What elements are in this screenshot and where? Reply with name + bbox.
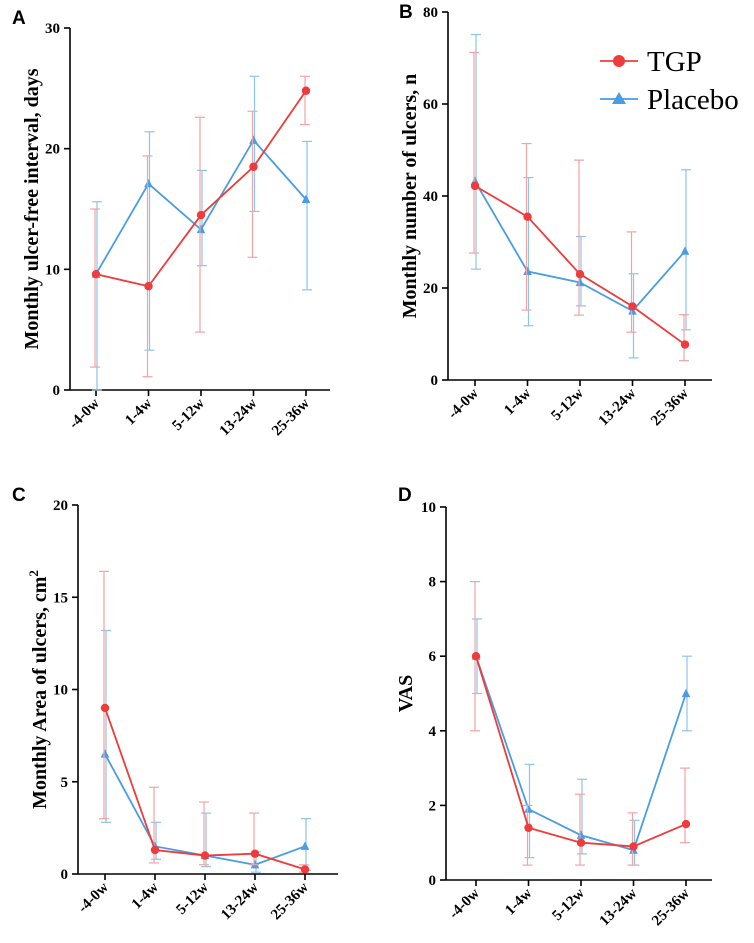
panel-label: D [398, 485, 412, 506]
tgp-point [629, 842, 638, 851]
legend-tgp-marker [613, 55, 625, 67]
x-tick-label: -4-0w [66, 395, 103, 432]
placebo-series-line [104, 753, 306, 866]
tgp-point [470, 181, 480, 191]
y-tick-label: 10 [421, 500, 436, 516]
y-tick-label: 40 [423, 189, 438, 205]
tgp-point [628, 302, 637, 311]
placebo-point [300, 841, 310, 850]
tgp-point [576, 838, 586, 847]
y-tick-label: 10 [45, 262, 60, 278]
x-tick-label: 5-12w [549, 885, 588, 924]
placebo-series-line [95, 138, 307, 275]
panel-a: A 0 10 20 30 -4-0w 1-4w 5-12w 13-24w 25-36w Monthl… [12, 8, 330, 439]
tgp-series-line [475, 655, 687, 848]
y-tick-label: 15 [53, 590, 68, 606]
legend-tgp-label: TGP [647, 46, 702, 78]
legend-placebo-marker [612, 92, 626, 104]
tgp-series-line [104, 707, 306, 871]
tgp-point [100, 703, 110, 713]
placebo-point [301, 194, 311, 203]
placebo-point [575, 277, 585, 287]
tgp-point [471, 652, 481, 661]
y-axis-label: Monthly ulcer-free interval, days [21, 68, 43, 349]
y-axis-label: Monthly Area of ulcers, cm2 [26, 570, 51, 809]
x-tick-label: 25-36w [268, 879, 312, 923]
tgp-point [196, 210, 206, 220]
y-tick-label: 0 [429, 873, 437, 889]
y-tick-label: 10 [53, 683, 68, 699]
y-tick-label: 6 [429, 649, 437, 665]
y-tick-label: 20 [53, 498, 68, 514]
tgp-point [301, 86, 311, 95]
y-tick-label: 20 [45, 142, 60, 158]
x-tick-label: -4-0w [75, 879, 112, 916]
placebo-point [100, 749, 110, 758]
x-tick-label: 25-36w [269, 395, 313, 439]
x-tick-label: 5-12w [173, 879, 212, 918]
x-tick-label: 1-4w [129, 879, 162, 912]
tgp-point [300, 865, 310, 874]
x-tick-label: 5-12w [169, 395, 208, 434]
tgp-point [200, 851, 210, 860]
x-tick-label: -4-0w [445, 385, 482, 422]
tgp-point [250, 849, 260, 858]
tgp-point [249, 162, 258, 171]
placebo-point [576, 830, 586, 839]
tgp-point [523, 212, 532, 221]
placebo-point [681, 688, 691, 698]
y-tick-label: 20 [423, 281, 438, 297]
y-tick-label: 8 [429, 575, 437, 591]
x-tick-label: 1-4w [122, 395, 155, 428]
y-tick-label: 0 [431, 373, 439, 389]
tgp-point [681, 819, 691, 829]
legend-placebo-label: Placebo [647, 84, 739, 116]
tgp-point [575, 270, 585, 279]
x-tick-label: 13-24w [597, 885, 641, 929]
placebo-point [680, 246, 690, 255]
tgp-point [524, 823, 533, 832]
x-tick-label: -4-0w [446, 885, 483, 922]
placebo-point [196, 224, 206, 234]
x-tick-label: 13-24w [596, 385, 640, 429]
placebo-point [524, 804, 533, 813]
x-tick-label: 1-4w [501, 385, 534, 418]
x-tick-label: 5-12w [548, 385, 587, 424]
placebo-point [249, 135, 258, 144]
x-tick-label: 13-24w [217, 395, 261, 439]
y-tick-label: 4 [429, 724, 437, 740]
y-axis-label-superscript: 2 [26, 570, 41, 577]
tgp-series-line [95, 90, 307, 288]
tgp-point [150, 845, 160, 855]
panel-label: B [399, 2, 413, 23]
placebo-series-line [475, 655, 687, 852]
tgp-series-line [474, 185, 686, 346]
x-tick-label: 25-36w [648, 385, 692, 429]
panel-label: A [12, 8, 26, 29]
panel-label: C [12, 485, 26, 506]
x-tick-label: 1-4w [502, 885, 535, 918]
placebo-series-line [474, 180, 686, 313]
y-tick-label: 0 [53, 383, 61, 399]
y-tick-label: 2 [429, 798, 437, 814]
legend: TGP Placebo [600, 46, 739, 116]
y-tick-label: 60 [423, 97, 438, 113]
panel-d: D 0 2 4 6 8 10 -4-0w 1-4w 5-12w 13-24w 25-36w VAS [395, 485, 712, 929]
y-axis-label: VAS [395, 675, 417, 712]
placebo-point [144, 178, 153, 188]
tgp-point [680, 340, 690, 349]
x-tick-label: 13-24w [218, 879, 262, 923]
y-tick-label: 30 [45, 21, 60, 37]
y-tick-label: 5 [61, 775, 69, 791]
placebo-point [250, 859, 260, 869]
x-tick-label: 25-36w [649, 885, 693, 929]
tgp-point [91, 269, 101, 279]
y-axis-label: Monthly number of ulcers, n [399, 74, 421, 319]
placebo-point [523, 266, 532, 276]
panel-c: C 0 5 10 15 20 -4-0w 1-4w 5-12w 13-24w 25-36w Month… [12, 485, 338, 923]
y-tick-label: 80 [423, 5, 438, 21]
y-tick-label: 0 [61, 867, 69, 883]
tgp-point [144, 282, 153, 291]
